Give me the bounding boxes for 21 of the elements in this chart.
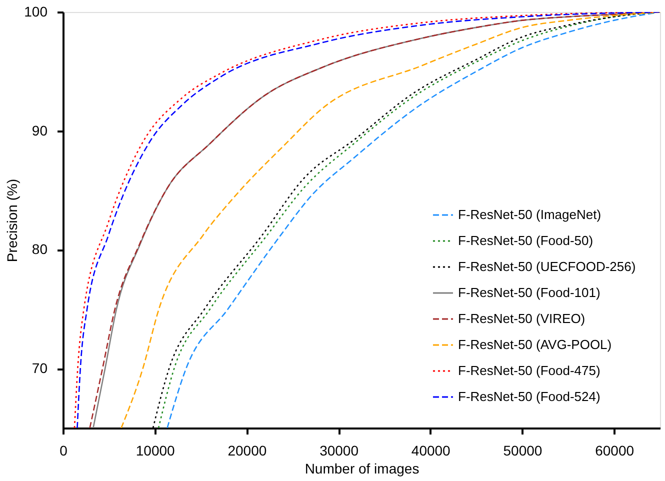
x-tick-label: 40000 [411, 442, 451, 458]
x-tick-label: 30000 [320, 442, 359, 458]
x-tick-label: 50000 [503, 442, 542, 458]
legend-label: F-ResNet-50 (Food-50) [458, 233, 594, 248]
legend-label: F-ResNet-50 (Food-101) [458, 285, 600, 300]
y-tick-label: 90 [32, 122, 48, 138]
x-tick-label: 60000 [595, 442, 634, 458]
legend-label: F-ResNet-50 (Food-475) [458, 363, 600, 378]
legend-label: F-ResNet-50 (UECFOOD-256) [458, 259, 636, 274]
x-tick-label: 10000 [136, 442, 176, 458]
y-axis-title: Precision (%) [4, 178, 20, 262]
legend-label: F-ResNet-50 (ImageNet) [458, 207, 602, 222]
x-axis-title: Number of images [304, 460, 420, 476]
y-tick-label: 80 [32, 241, 48, 258]
y-tick-label: 70 [32, 360, 48, 376]
y-tick-label: 100 [24, 4, 48, 20]
legend-label: F-ResNet-50 (VIREO) [458, 311, 586, 326]
x-tick-label: 0 [60, 442, 68, 458]
x-tick-label: 20000 [228, 442, 267, 458]
legend-label: F-ResNet-50 (AVG-POOL) [458, 337, 612, 352]
legend-label: F-ResNet-50 (Food-524) [458, 389, 600, 404]
